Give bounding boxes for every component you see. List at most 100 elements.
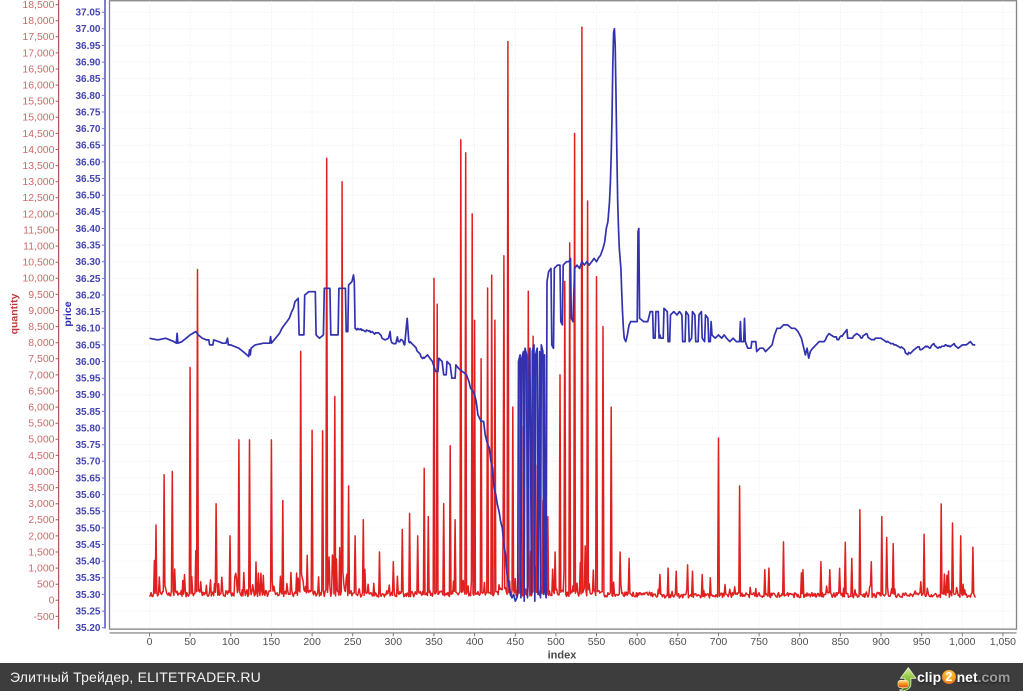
svg-text:8,500: 8,500	[28, 321, 54, 333]
svg-text:35.80: 35.80	[75, 424, 100, 435]
svg-text:36.70: 36.70	[75, 124, 100, 135]
svg-text:3,000: 3,000	[28, 498, 54, 510]
svg-text:650: 650	[669, 636, 687, 648]
svg-text:15,500: 15,500	[22, 96, 54, 108]
svg-text:4,500: 4,500	[28, 450, 54, 462]
svg-text:1,000: 1,000	[949, 636, 975, 648]
svg-text:35.85: 35.85	[75, 407, 100, 418]
svg-text:18,000: 18,000	[22, 15, 54, 27]
svg-text:36.45: 36.45	[75, 207, 100, 218]
svg-text:2,000: 2,000	[28, 530, 54, 542]
svg-text:35.50: 35.50	[75, 523, 100, 534]
svg-text:17,000: 17,000	[22, 47, 54, 59]
svg-text:5,000: 5,000	[28, 434, 54, 446]
svg-text:400: 400	[466, 636, 484, 648]
svg-text:11,000: 11,000	[23, 241, 54, 253]
svg-text:36.75: 36.75	[75, 107, 100, 118]
svg-text:6,500: 6,500	[28, 385, 54, 397]
svg-text:200: 200	[303, 636, 321, 648]
svg-text:35.35: 35.35	[75, 573, 100, 584]
svg-text:5,500: 5,500	[28, 418, 54, 430]
svg-text:500: 500	[547, 636, 565, 648]
svg-text:36.95: 36.95	[75, 41, 100, 52]
svg-text:350: 350	[425, 636, 443, 648]
svg-text:-500: -500	[33, 611, 54, 623]
svg-text:10,000: 10,000	[22, 273, 54, 285]
svg-text:9,500: 9,500	[28, 289, 54, 301]
svg-text:0: 0	[147, 636, 153, 648]
svg-text:36.25: 36.25	[75, 274, 100, 285]
svg-text:850: 850	[832, 636, 850, 648]
svg-text:100: 100	[222, 636, 240, 648]
svg-text:600: 600	[628, 636, 646, 648]
svg-text:18,500: 18,500	[22, 0, 54, 11]
svg-text:index: index	[548, 650, 578, 662]
svg-text:35.20: 35.20	[75, 623, 100, 634]
svg-text:14,000: 14,000	[22, 144, 54, 156]
svg-text:13,000: 13,000	[22, 176, 54, 188]
svg-text:12,500: 12,500	[22, 192, 54, 204]
svg-text:13,500: 13,500	[22, 160, 54, 172]
svg-text:17,500: 17,500	[22, 31, 54, 43]
svg-text:450: 450	[507, 636, 525, 648]
svg-text:900: 900	[872, 636, 890, 648]
svg-text:36.40: 36.40	[75, 224, 100, 235]
svg-text:50: 50	[184, 636, 196, 648]
svg-text:35.70: 35.70	[75, 457, 100, 468]
svg-text:1,050: 1,050	[990, 636, 1016, 648]
svg-text:35.75: 35.75	[75, 440, 100, 451]
svg-text:1,000: 1,000	[28, 563, 54, 575]
svg-text:800: 800	[791, 636, 809, 648]
svg-text:36.30: 36.30	[75, 257, 100, 268]
svg-text:36.80: 36.80	[75, 91, 100, 102]
svg-text:16,000: 16,000	[22, 80, 54, 92]
svg-text:15,000: 15,000	[22, 112, 54, 124]
svg-text:35.30: 35.30	[75, 590, 100, 601]
svg-text:7,500: 7,500	[28, 353, 54, 365]
svg-text:37.00: 37.00	[75, 24, 100, 35]
svg-text:500: 500	[37, 579, 55, 591]
svg-text:6,000: 6,000	[28, 402, 54, 414]
svg-text:35.55: 35.55	[75, 507, 100, 518]
svg-text:2,500: 2,500	[28, 514, 54, 526]
svg-text:9,000: 9,000	[28, 305, 54, 317]
svg-text:16,500: 16,500	[22, 63, 54, 75]
svg-text:37.05: 37.05	[75, 8, 100, 19]
svg-text:35.95: 35.95	[75, 374, 100, 385]
svg-text:36.35: 36.35	[75, 241, 100, 252]
svg-text:36.85: 36.85	[75, 74, 100, 85]
svg-text:8,000: 8,000	[28, 337, 54, 349]
svg-text:550: 550	[588, 636, 606, 648]
svg-text:36.15: 36.15	[75, 307, 100, 318]
svg-text:35.45: 35.45	[75, 540, 100, 551]
svg-text:36.55: 36.55	[75, 174, 100, 185]
svg-text:10,500: 10,500	[22, 257, 54, 269]
svg-text:36.10: 36.10	[75, 324, 100, 335]
svg-text:3,500: 3,500	[28, 482, 54, 494]
svg-text:14,500: 14,500	[22, 128, 54, 140]
svg-text:36.05: 36.05	[75, 340, 100, 351]
svg-text:35.90: 35.90	[75, 390, 100, 401]
svg-text:0: 0	[49, 595, 55, 607]
svg-text:price: price	[62, 301, 74, 326]
svg-text:12,000: 12,000	[22, 208, 54, 220]
svg-text:35.25: 35.25	[75, 607, 100, 618]
svg-text:1,500: 1,500	[28, 546, 54, 558]
svg-text:36.90: 36.90	[75, 58, 100, 69]
svg-text:11,500: 11,500	[23, 224, 54, 236]
svg-text:750: 750	[750, 636, 768, 648]
svg-text:36.50: 36.50	[75, 191, 100, 202]
svg-text:36.00: 36.00	[75, 357, 100, 368]
svg-text:150: 150	[263, 636, 281, 648]
svg-text:35.65: 35.65	[75, 473, 100, 484]
svg-text:36.20: 36.20	[75, 290, 100, 301]
svg-text:35.40: 35.40	[75, 557, 100, 568]
svg-text:700: 700	[710, 636, 728, 648]
svg-text:35.60: 35.60	[75, 490, 100, 501]
svg-text:36.65: 36.65	[75, 141, 100, 152]
svg-text:7,000: 7,000	[28, 369, 54, 381]
svg-text:950: 950	[913, 636, 931, 648]
svg-text:250: 250	[344, 636, 362, 648]
svg-text:36.60: 36.60	[75, 157, 100, 168]
svg-text:4,000: 4,000	[28, 466, 54, 478]
